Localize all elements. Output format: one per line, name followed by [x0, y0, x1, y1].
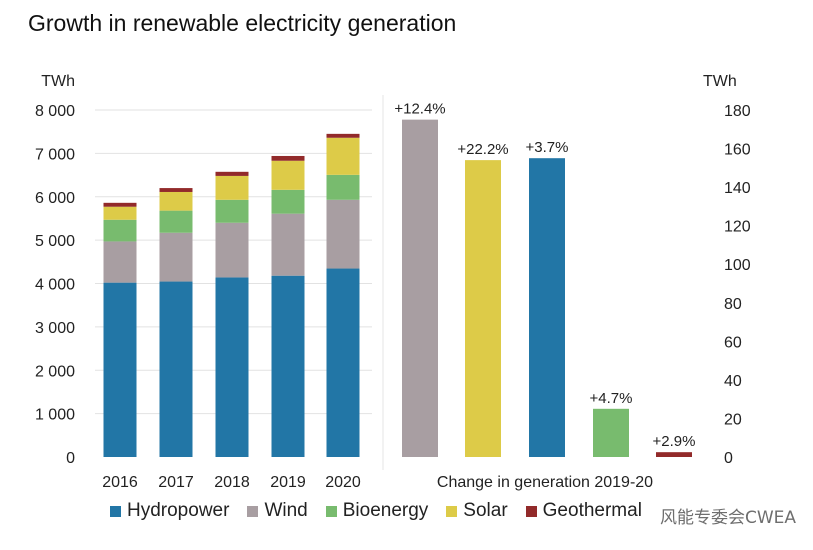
bar-segment-geothermal — [103, 202, 137, 207]
legend-swatch — [247, 505, 259, 517]
bar-segment-wind — [326, 199, 360, 269]
bar-wind — [402, 119, 438, 457]
data-label: +4.7% — [590, 390, 633, 407]
legend-swatch — [110, 505, 121, 517]
legend-label: Wind — [264, 500, 308, 521]
bar-segment-solar — [326, 137, 360, 175]
legend-item-geothermal: Geothermal — [525, 500, 642, 522]
chart-title: Growth in renewable electricity generati… — [28, 10, 457, 36]
y-tick-label: 7 000 — [35, 146, 75, 163]
bar-segment-bioenergy — [326, 174, 360, 200]
bar-segment-wind — [271, 213, 305, 276]
bar-segment-bioenergy — [103, 219, 137, 242]
legend-swatch — [525, 505, 537, 517]
x-tick-label: 2017 — [158, 474, 194, 491]
y2-axis-label: TWh — [703, 73, 737, 90]
y2-tick-label: 40 — [724, 373, 742, 390]
y2-tick-label: 160 — [724, 142, 751, 159]
bar-segment-wind — [103, 241, 137, 283]
bar-segment-hydropower — [215, 277, 249, 457]
bar-segment-geothermal — [326, 133, 360, 138]
data-label: +2.9% — [653, 433, 696, 450]
y-tick-label: 1 000 — [35, 407, 75, 424]
y-tick-label: 5 000 — [35, 233, 75, 250]
legend-label: Bioenergy — [342, 500, 429, 521]
y2-tick-label: 80 — [724, 296, 742, 313]
bar-segment-bioenergy — [271, 189, 305, 214]
bar-hydropower — [529, 158, 565, 457]
legend-swatch — [446, 505, 458, 517]
bar-segment-geothermal — [159, 188, 193, 192]
bar-segment-geothermal — [215, 171, 249, 176]
y-tick-label: 2 000 — [35, 363, 75, 380]
x-tick-label: 2020 — [325, 474, 361, 491]
legend-item-solar: Solar — [446, 500, 508, 522]
bar-segment-solar — [271, 160, 305, 190]
x-axis-label: Change in generation 2019-20 — [437, 474, 653, 491]
y-tick-label: 6 000 — [35, 190, 75, 207]
bar-segment-hydropower — [271, 275, 305, 457]
bar-segment-solar — [215, 175, 249, 200]
y2-tick-label: 140 — [724, 180, 751, 197]
bar-segment-hydropower — [159, 281, 193, 457]
y2-tick-label: 120 — [724, 219, 751, 236]
bar-segment-bioenergy — [215, 199, 249, 223]
bar-segment-hydropower — [103, 282, 137, 457]
data-label: +3.7% — [526, 139, 569, 156]
bar-segment-bioenergy — [159, 210, 193, 233]
legend-swatch — [325, 505, 337, 517]
y2-tick-label: 20 — [724, 411, 742, 428]
legend-item-hydropower: Hydropower — [110, 500, 229, 522]
y2-tick-label: 180 — [724, 103, 751, 120]
bar-geothermal — [656, 452, 692, 457]
legend-label: Solar — [463, 500, 508, 521]
x-tick-label: 2019 — [270, 474, 306, 491]
y-tick-label: 3 000 — [35, 320, 75, 337]
bar-segment-wind — [215, 222, 249, 278]
bar-segment-solar — [159, 191, 193, 211]
y-tick-label: 0 — [66, 450, 75, 467]
legend-label: Geothermal — [542, 500, 642, 521]
y-axis-label: TWh — [41, 73, 75, 90]
bar-solar — [465, 160, 501, 457]
bar-segment-hydropower — [326, 268, 360, 457]
y-tick-label: 4 000 — [35, 277, 75, 294]
x-tick-label: 2018 — [214, 474, 250, 491]
y2-tick-label: 100 — [724, 257, 751, 274]
bar-bioenergy — [593, 408, 629, 457]
y2-tick-label: 60 — [724, 334, 742, 351]
legend: Hydropower Wind Bioenergy Solar Geotherm… — [110, 500, 660, 522]
legend-item-wind: Wind — [247, 500, 308, 522]
data-label: +22.2% — [457, 141, 508, 158]
watermark: 风能专委会CWEA — [660, 508, 797, 528]
bar-segment-solar — [103, 206, 137, 220]
bar-segment-geothermal — [271, 155, 305, 161]
y-tick-label: 8 000 — [35, 103, 75, 120]
legend-item-bioenergy: Bioenergy — [325, 500, 429, 522]
legend-label: Hydropower — [127, 500, 230, 521]
bar-segment-wind — [159, 232, 193, 282]
data-label: +12.4% — [394, 101, 445, 118]
x-tick-label: 2016 — [102, 474, 138, 491]
y2-tick-label: 0 — [724, 450, 733, 467]
